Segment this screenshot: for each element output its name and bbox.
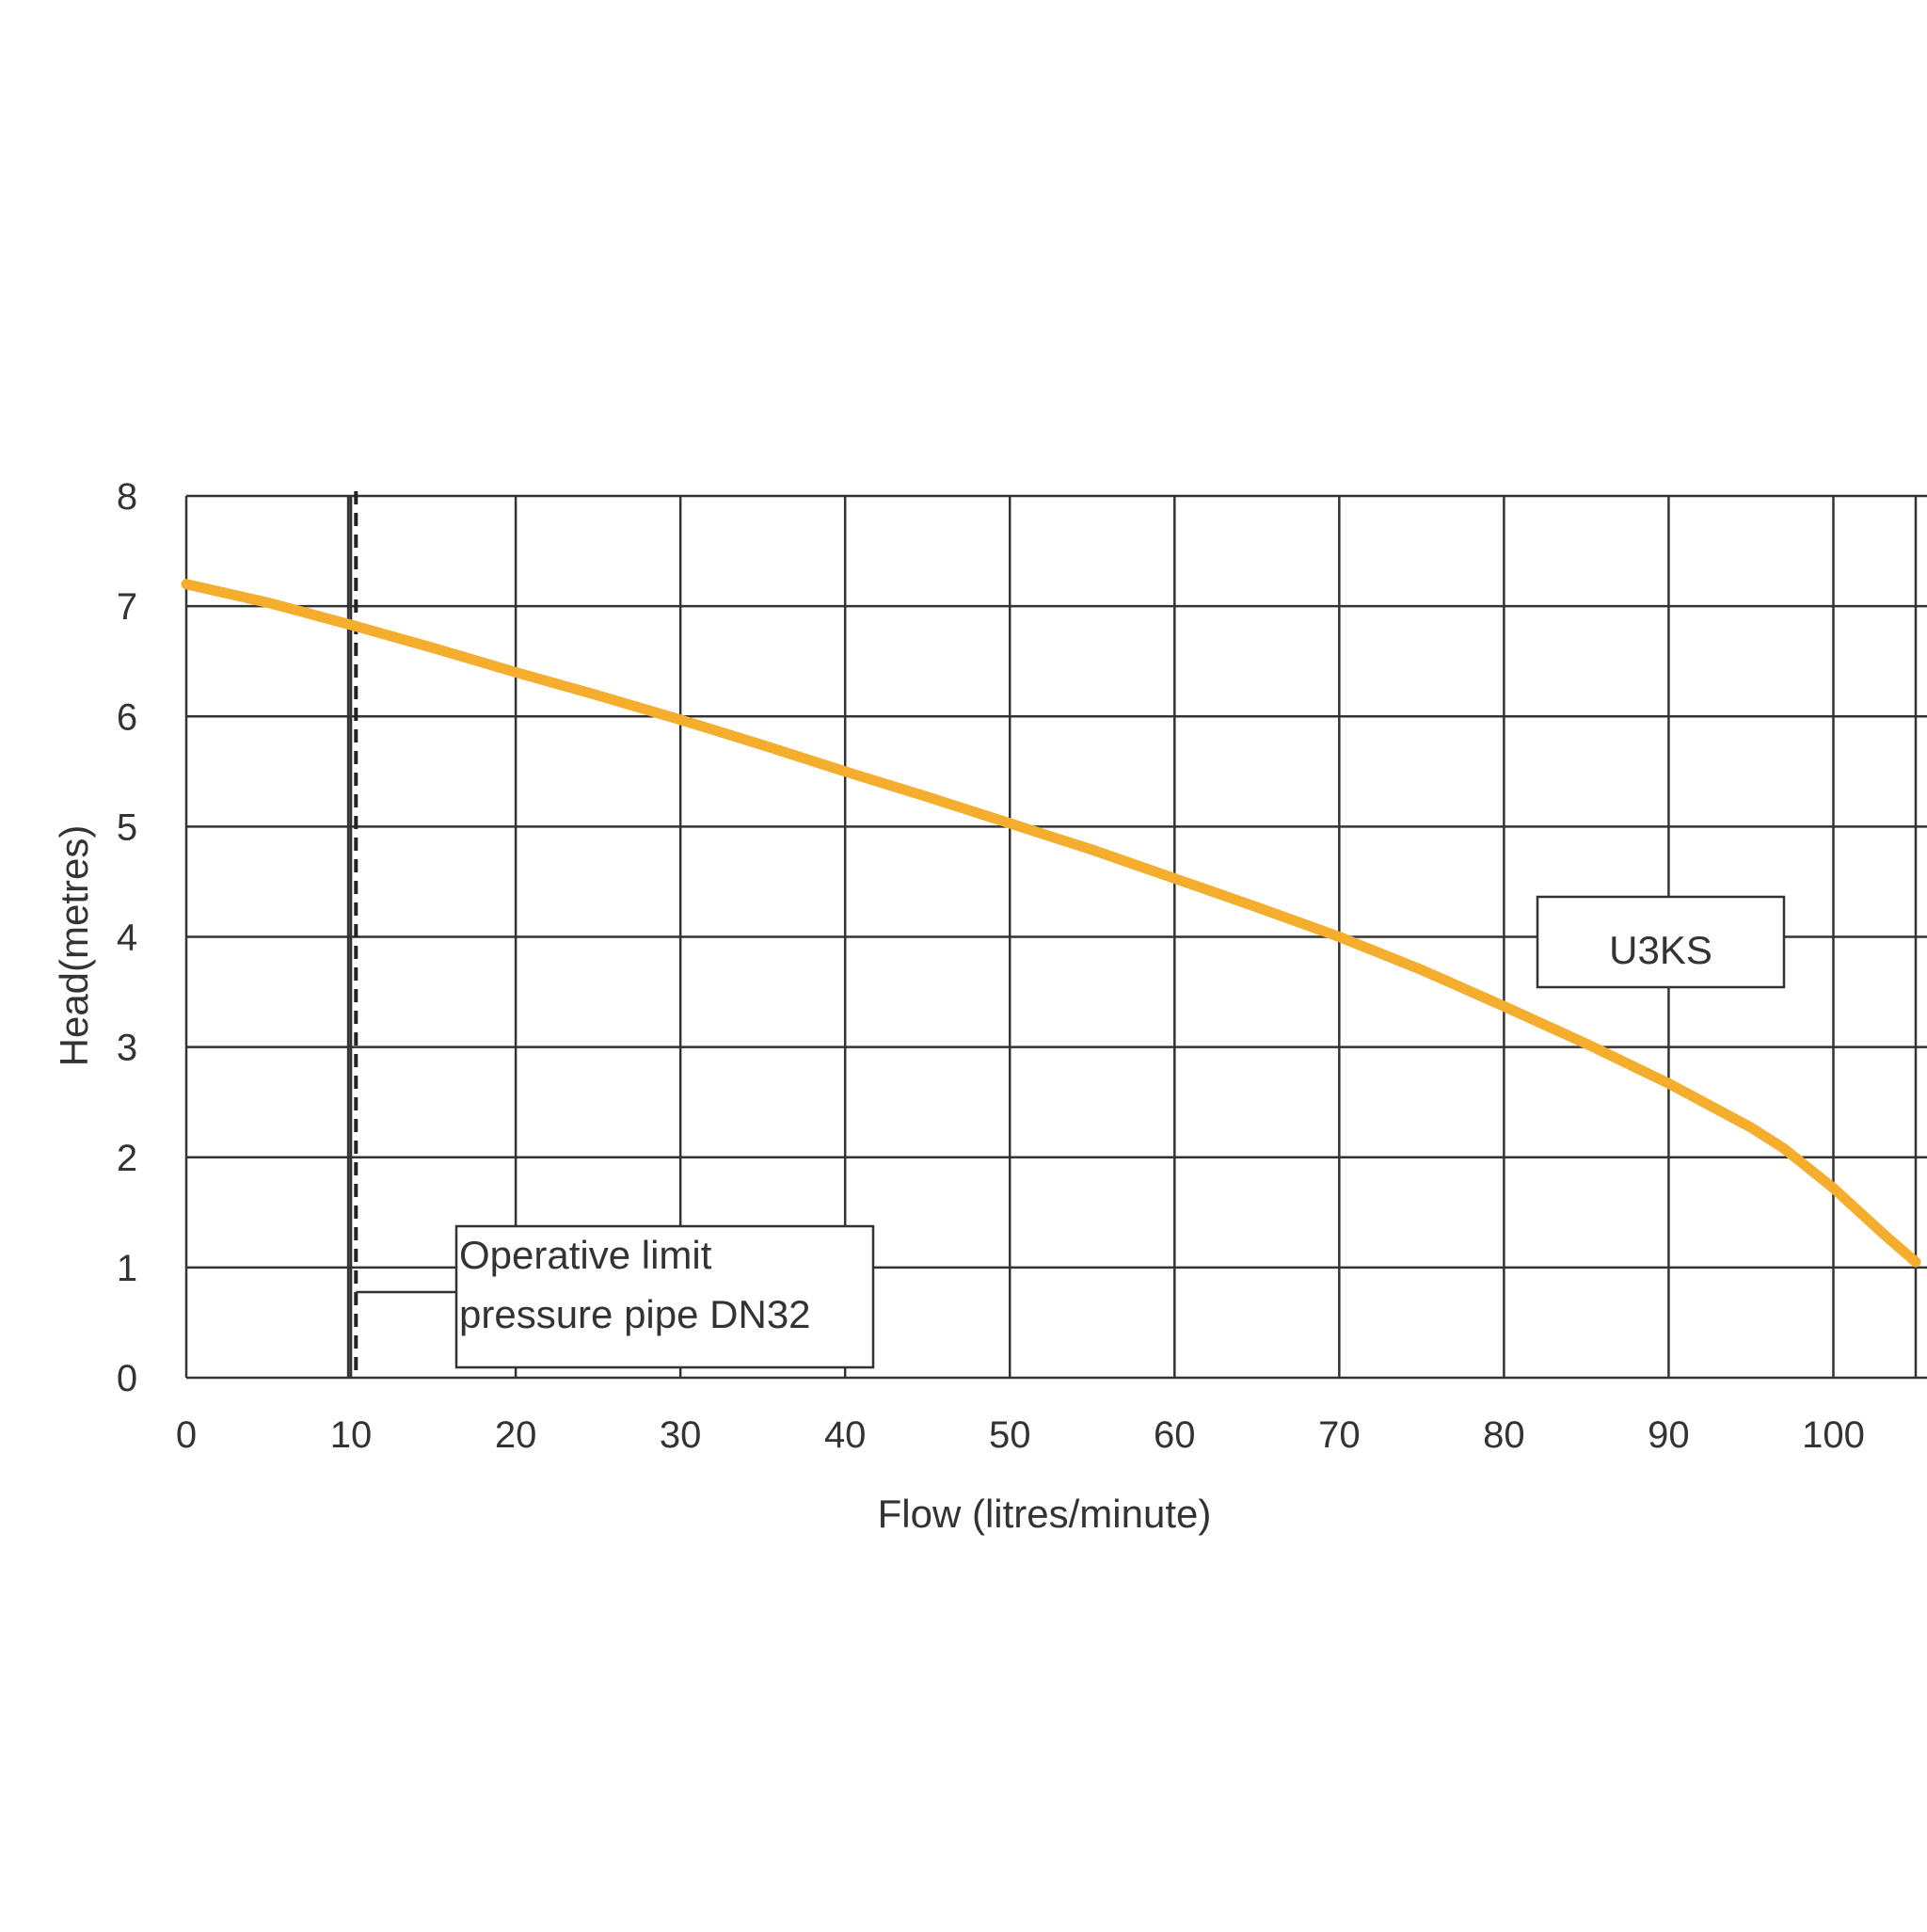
x-tick-label-50: 50	[989, 1414, 1031, 1456]
operative-limit-box	[454, 1224, 875, 1369]
x-tick-label-90: 90	[1648, 1414, 1690, 1456]
operative-limit-label-line-1: Operative limit	[459, 1233, 712, 1277]
y-tick-label-3: 3	[117, 1028, 137, 1069]
x-axis-ticks: 0 10 20 30 40 50 60 70 80 90 100	[176, 1414, 1865, 1456]
x-axis-title: Flow (litres/minute)	[878, 1492, 1212, 1536]
x-tick-label-20: 20	[495, 1414, 537, 1456]
y-tick-label-7: 7	[117, 586, 137, 628]
y-tick-label-5: 5	[117, 806, 137, 848]
x-tick-label-80: 80	[1483, 1414, 1525, 1456]
x-tick-label-0: 0	[176, 1414, 197, 1456]
x-tick-label-40: 40	[824, 1414, 867, 1456]
x-tick-label-60: 60	[1154, 1414, 1196, 1456]
y-axis-ticks: 0 1 2 3 4 5 6 7 8	[117, 476, 137, 1399]
series-label-frame	[1536, 895, 1786, 989]
x-tick-label-30: 30	[660, 1414, 702, 1456]
series-line-u3ks	[181, 579, 1921, 1268]
series-label-box: U3KS	[1536, 895, 1786, 989]
y-tick-label-4: 4	[117, 918, 137, 959]
y-tick-label-8: 8	[117, 476, 137, 518]
y-axis-title: Head(metres)	[52, 825, 96, 1067]
y-tick-label-0: 0	[117, 1358, 137, 1399]
x-tick-label-100: 100	[1802, 1414, 1865, 1456]
series-layer	[181, 579, 1921, 1268]
operative-limit-label-line-2: pressure pipe DN32	[459, 1292, 811, 1336]
operative-limit-group: Operative limit pressure pipe DN32	[346, 491, 875, 1378]
x-tick-label-10: 10	[330, 1414, 373, 1456]
series-label-u3ks: U3KS	[1609, 928, 1712, 972]
y-tick-label-2: 2	[117, 1138, 137, 1179]
y-tick-label-6: 6	[117, 696, 137, 738]
x-tick-label-70: 70	[1318, 1414, 1361, 1456]
y-tick-label-1: 1	[117, 1248, 137, 1289]
